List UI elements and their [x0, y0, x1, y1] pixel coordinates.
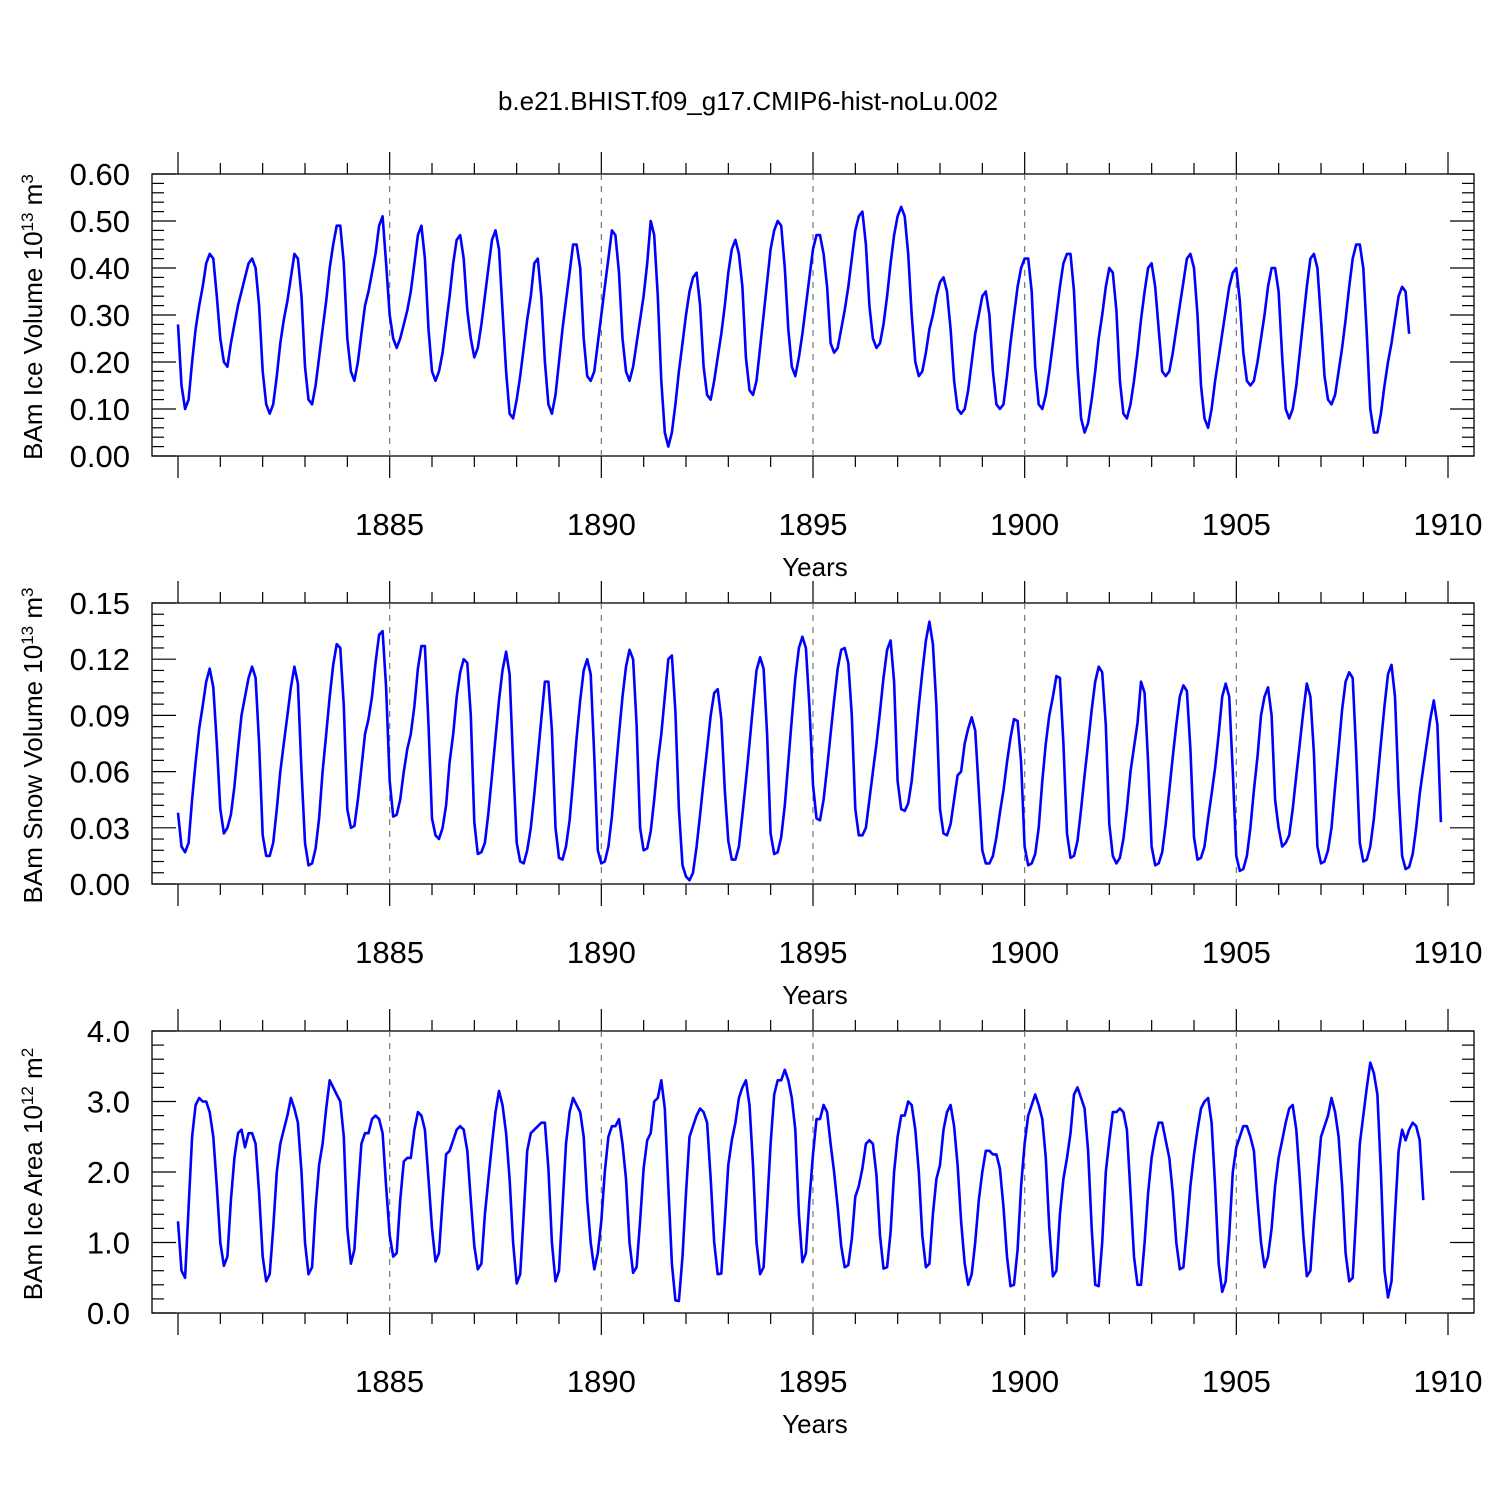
y-tick-label: 0.30	[70, 298, 130, 333]
y-axis-label-part: m	[18, 184, 48, 213]
y-tick-label: 3.0	[87, 1085, 130, 1120]
x-tick-label: 1900	[990, 507, 1059, 542]
y-axis-label-part: BAm Snow Volume 10	[18, 645, 48, 904]
x-axis-label: Years	[782, 552, 848, 582]
y-axis-label-superscript: 12	[18, 1086, 37, 1105]
y-axis-label: BAm Ice Area 1012 m2	[18, 1048, 48, 1300]
y-axis-label-part: m	[18, 1057, 48, 1086]
plot-frame	[151, 602, 1475, 885]
plot-frame	[151, 173, 1475, 457]
y-tick-label: 0.03	[70, 811, 130, 846]
figure-title: b.e21.BHIST.f09_g17.CMIP6-hist-noLu.002	[498, 86, 998, 116]
x-tick-label: 1910	[1414, 507, 1483, 542]
x-axis-label: Years	[782, 980, 848, 1010]
y-tick-label: 0.20	[70, 345, 130, 380]
y-tick-label: 0.40	[70, 251, 130, 286]
series-line	[176, 620, 1443, 882]
y-tick-label: 0.00	[70, 439, 130, 474]
x-tick-label: 1910	[1414, 1364, 1483, 1399]
y-tick-label: 2.0	[87, 1155, 130, 1190]
x-tick-label: 1905	[1202, 935, 1271, 970]
x-tick-label: 1895	[779, 1364, 848, 1399]
y-tick-label: 1.0	[87, 1226, 130, 1261]
y-tick-label: 0.60	[70, 157, 130, 192]
y-tick-label: 4.0	[87, 1014, 130, 1049]
x-tick-label: 1910	[1414, 935, 1483, 970]
x-tick-label: 1890	[567, 1364, 636, 1399]
series-line	[176, 205, 1411, 448]
y-axis-label-part: m	[18, 597, 48, 626]
x-tick-label: 1885	[355, 935, 424, 970]
y-tick-label: 0.00	[70, 867, 130, 902]
panel-3: 0.0 1.0 2.0 3.0 4.0 1885 1890 1895 1900 1905 1910 Y…	[18, 1009, 1483, 1439]
x-tick-label: 1885	[355, 1364, 424, 1399]
x-tick-label: 1905	[1202, 507, 1271, 542]
y-axis-label-superscript: 3	[18, 174, 37, 183]
y-axis-label-superscript: 13	[18, 213, 37, 232]
x-tick-label: 1895	[779, 935, 848, 970]
y-tick-label: 0.09	[70, 698, 130, 733]
series-line	[176, 1061, 1425, 1303]
y-axis-label-superscript: 2	[18, 1048, 37, 1057]
panel-1: 0.00 0.10 0.20 0.30 0.40 0.50 0.60 1885 1890 1895…	[18, 152, 1483, 582]
y-tick-label: 0.06	[70, 755, 130, 790]
x-tick-label: 1890	[567, 935, 636, 970]
x-tick-label: 1900	[990, 935, 1059, 970]
x-tick-label: 1895	[779, 507, 848, 542]
y-axis-label-superscript: 13	[18, 626, 37, 645]
y-tick-label: 0.15	[70, 586, 130, 621]
y-tick-label: 0.50	[70, 204, 130, 239]
y-axis-label: BAm Snow Volume 1013 m3	[18, 588, 48, 904]
y-axis-label-part: BAm Ice Area 10	[18, 1105, 48, 1300]
y-tick-label: 0.12	[70, 642, 130, 677]
x-tick-label: 1900	[990, 1364, 1059, 1399]
y-axis-label: BAm Ice Volume 1013 m3	[18, 174, 48, 460]
y-axis-label-part: BAm Ice Volume 10	[18, 231, 48, 459]
y-tick-label: 0.10	[70, 392, 130, 427]
y-tick-label: 0.0	[87, 1296, 130, 1331]
x-tick-label: 1890	[567, 507, 636, 542]
x-axis-label: Years	[782, 1409, 848, 1439]
x-tick-label: 1885	[355, 507, 424, 542]
x-tick-label: 1905	[1202, 1364, 1271, 1399]
panel-2: 0.00 0.03 0.06 0.09 0.12 0.15 1885 1890 1895 1900…	[18, 581, 1483, 1010]
y-axis-label-superscript: 3	[18, 588, 37, 597]
